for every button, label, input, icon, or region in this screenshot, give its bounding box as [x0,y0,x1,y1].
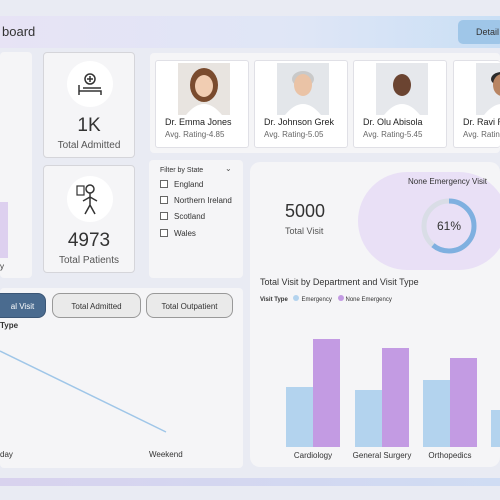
total-patients-label: Total Patients [58,255,120,266]
trend-line [0,350,167,433]
department-bar-chart: Cardiology General Surgery Orthopedics [286,339,500,460]
doctor-card[interactable]: Dr. Emma Jones Avg. Rating-4.85 [155,60,249,148]
hospital-bed-icon [67,61,113,107]
checkbox[interactable] [160,180,168,188]
doctor-name: Dr. Emma Jones [165,117,232,127]
legend-label-none-emergency: None Emergency [345,297,392,303]
total-visit-value: 5000 [285,201,326,221]
doctor-rating: Avg. Rating-5.05 [264,130,324,139]
chart-title: Total Visit by Department and Visit Type [260,277,419,287]
chevron-down-icon[interactable]: ⌄ [225,164,232,173]
x-tick-label: Cardiology [294,451,332,460]
doctor-photo [277,63,329,115]
bar-emergency[interactable] [286,387,313,447]
state-option-label: Scotland [174,212,206,221]
doctor-name: Dr. Olu Abisola [363,117,423,127]
x-tick-label: General Surgery [353,451,412,460]
x-tick-label: Orthopedics [428,451,471,460]
bar-none-emergency[interactable] [382,348,409,447]
state-option-northern-ireland[interactable]: Northern Ireland [160,196,232,207]
legend-title: Visit Type [260,297,288,303]
tab-total-visit[interactable]: al Visit [0,293,46,318]
doctor-rating: Avg. Rating-5.45 [363,130,423,139]
total-admitted-card: 1K Total Admitted [43,52,135,158]
doctor-photo [178,63,230,115]
dashboard-title: board [2,24,36,39]
legend-label-emergency: Emergency [301,297,332,303]
left-kpi-bar [0,202,8,258]
detail-button[interactable]: Detail [458,20,500,44]
state-option-wales[interactable]: Wales [160,229,196,240]
trend-x-label: day [0,450,13,459]
trend-chart-title: Type [0,321,19,330]
doctor-card[interactable]: Dr. Ravi R Avg. Rating- [453,60,500,148]
tab-total-admitted[interactable]: Total Admitted [52,293,141,318]
total-visit-label: Total Visit [285,226,324,236]
bar-emergency[interactable] [423,380,450,447]
bar-emergency[interactable] [355,390,382,447]
bar-none-emergency[interactable] [313,339,340,447]
trend-x-label: Weekend [149,450,183,459]
title-bar: board [0,16,500,48]
non-emergency-gauge: 61% [421,198,477,254]
doctor-name: Dr. Ravi R [463,117,500,127]
state-filter-title: Filter by State [160,167,204,174]
total-admitted-value: 1K [77,115,101,136]
legend-swatch-none-emergency [337,295,344,301]
non-emergency-card: None Emergency Visit 61% [358,172,500,270]
bar-none-emergency[interactable] [450,358,477,447]
doctor-card[interactable]: Dr. Olu Abisola Avg. Rating-5.45 [353,60,447,148]
non-emergency-pct: 61% [437,219,461,233]
checkbox[interactable] [160,229,168,237]
doctor-photo [476,63,500,115]
non-emergency-title: None Emergency Visit [408,177,487,186]
total-admitted-label: Total Admitted [57,140,121,151]
visits-panel: 5000 Total Visit None Emergency Visit 61… [250,162,500,467]
left-kpi-label: y [0,262,4,271]
checkbox[interactable] [160,212,168,220]
legend-swatch-emergency [293,295,300,301]
doctor-rating: Avg. Rating-4.85 [165,130,225,139]
doctor-photo [376,63,428,115]
state-option-label: Wales [174,229,196,238]
trend-panel [0,288,243,468]
doctor-name: Dr. Johnson Grek [264,117,335,127]
total-patients-value: 4973 [67,230,111,251]
patient-icon [67,176,113,222]
total-patients-card: 4973 Total Patients [43,165,135,273]
state-option-label: England [174,180,204,189]
state-option-scotland[interactable]: Scotland [160,212,205,223]
doctor-card[interactable]: Dr. Johnson Grek Avg. Rating-5.05 [254,60,348,148]
left-kpi-card: y [0,52,32,278]
state-option-england[interactable]: England [160,180,203,191]
trend-line-chart [0,350,167,433]
chart-legend: Visit Type Emergency None Emergency [260,295,392,303]
doctor-rating: Avg. Rating- [463,130,500,139]
checkbox[interactable] [160,196,168,204]
tab-total-outpatient[interactable]: Total Outpatient [146,293,233,318]
bottom-strip [0,478,500,486]
bar-emergency[interactable] [491,410,500,447]
state-option-label: Northern Ireland [174,196,232,205]
